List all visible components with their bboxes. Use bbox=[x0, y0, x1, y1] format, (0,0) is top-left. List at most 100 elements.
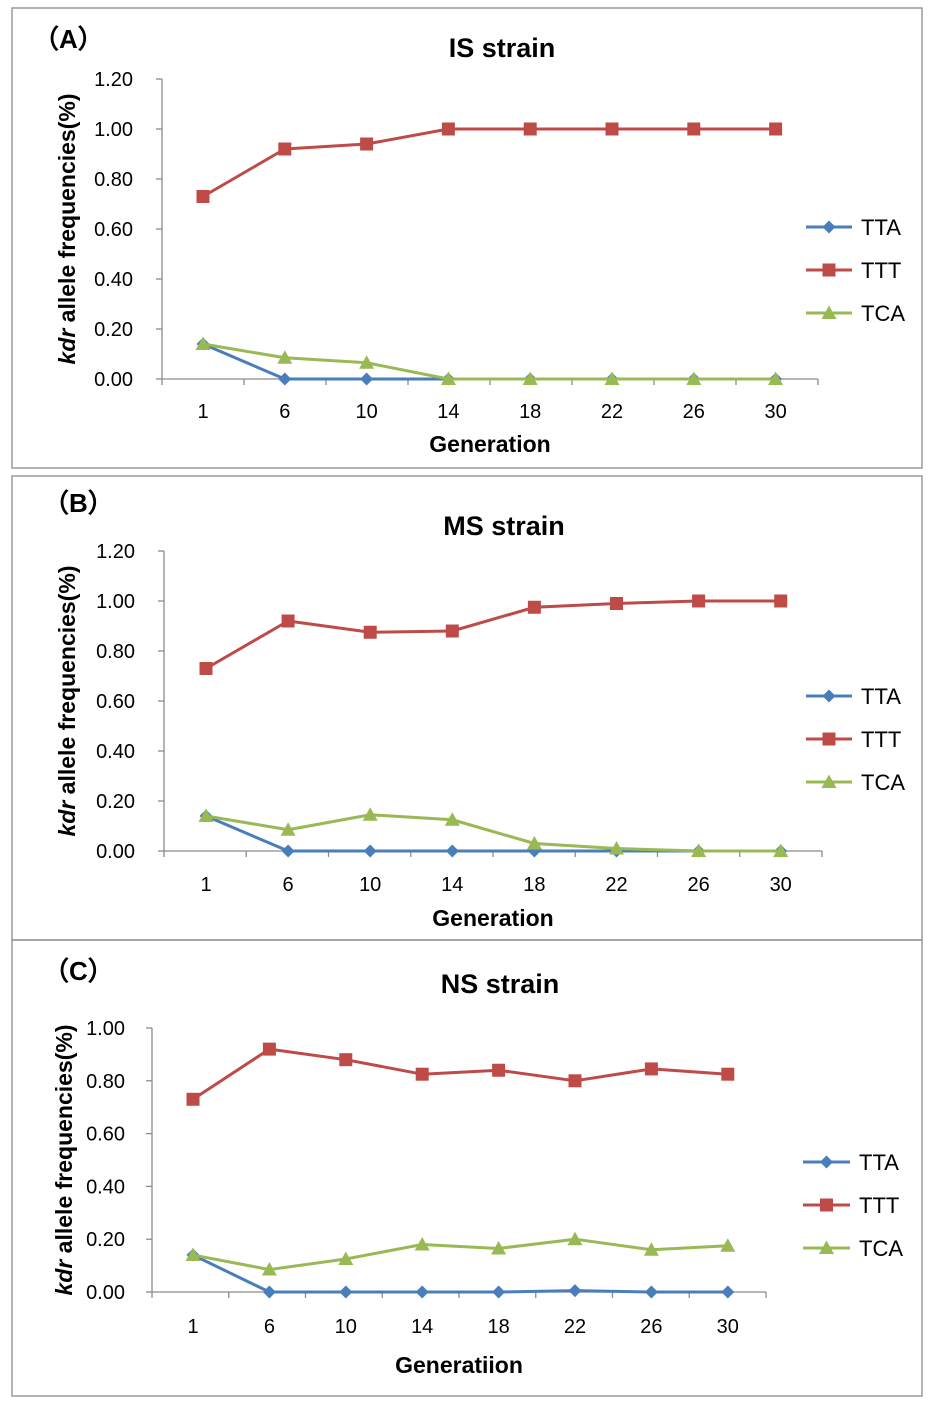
data-point-ttt bbox=[278, 142, 292, 156]
data-point-ttt bbox=[199, 662, 213, 675]
x-tick-label: 1 bbox=[200, 874, 211, 896]
x-tick-label: 26 bbox=[640, 1316, 662, 1338]
data-point-tca bbox=[261, 1262, 277, 1276]
y-axis-title: kdr allele frequencies(%) bbox=[54, 566, 80, 837]
y-tick-label: 0.20 bbox=[96, 791, 135, 813]
x-tick-label: 18 bbox=[523, 874, 545, 896]
data-point-tta bbox=[492, 1285, 506, 1299]
data-point-tca bbox=[768, 371, 784, 385]
legend-label: TCA bbox=[861, 301, 905, 326]
y-tick-label: 0.00 bbox=[86, 1282, 125, 1304]
data-point-ttt bbox=[339, 1053, 353, 1067]
series-ttt bbox=[196, 122, 783, 203]
legend-item-tca: TCA bbox=[806, 770, 905, 795]
x-tick-label: 10 bbox=[359, 874, 381, 896]
data-point-tca bbox=[522, 371, 538, 385]
x-tick-label: 18 bbox=[487, 1316, 509, 1338]
data-point-tca bbox=[720, 1238, 736, 1252]
x-tick-label: 1 bbox=[197, 401, 208, 423]
data-point-ttt bbox=[687, 122, 701, 136]
data-point-ttt bbox=[774, 594, 788, 608]
y-tick-label: 0.20 bbox=[86, 1229, 125, 1251]
data-point-tta bbox=[278, 372, 292, 386]
chart-title: MS strain bbox=[443, 511, 565, 541]
legend-label: TTT bbox=[859, 1193, 899, 1218]
y-tick-label: 1.00 bbox=[86, 1018, 125, 1040]
legend-label: TTA bbox=[861, 215, 901, 240]
series-line-ttt bbox=[205, 599, 781, 670]
y-tick-label: 0.40 bbox=[94, 269, 133, 291]
data-point-tta bbox=[262, 1285, 276, 1299]
x-tick-label: 26 bbox=[687, 874, 709, 896]
data-point-ttt bbox=[281, 614, 295, 628]
data-point-ttt bbox=[527, 600, 541, 614]
data-point-ttt bbox=[721, 1067, 735, 1081]
legend-item-ttt: TTT bbox=[806, 258, 901, 283]
legend-marker bbox=[820, 1198, 833, 1212]
legend-item-tca: TCA bbox=[803, 1236, 903, 1261]
data-point-tca bbox=[643, 1242, 659, 1256]
y-tick-label: 1.00 bbox=[94, 119, 133, 141]
legend-item-ttt: TTT bbox=[803, 1193, 899, 1218]
data-point-tca bbox=[362, 807, 378, 821]
chart-panel-b: （B） MS strain 0.00 0.20 0.40 0.60 0.80 1.00 1.20… bbox=[11, 475, 923, 941]
y-tick-label: 1.20 bbox=[94, 69, 133, 91]
y-axis-title: kdr allele frequencies(%) bbox=[54, 94, 80, 365]
series-ttt bbox=[186, 1042, 735, 1106]
chart-title: NS strain bbox=[441, 969, 560, 999]
y-tick-label: 1.00 bbox=[96, 591, 135, 613]
data-point-tca bbox=[773, 843, 789, 857]
legend-label: TTT bbox=[861, 727, 901, 752]
series-tca bbox=[198, 807, 789, 857]
y-tick-label: 0.00 bbox=[96, 841, 135, 863]
legend-label: TTA bbox=[861, 684, 901, 709]
data-point-tta bbox=[644, 1285, 658, 1299]
legend-marker bbox=[820, 1155, 833, 1169]
data-point-ttt bbox=[610, 597, 623, 610]
data-point-ttt bbox=[644, 1062, 658, 1076]
data-point-tta bbox=[360, 372, 374, 386]
legend-marker bbox=[822, 732, 836, 746]
x-tick-label: 14 bbox=[441, 874, 463, 896]
legend-item-tta: TTA bbox=[806, 684, 901, 709]
panel-label: （C） bbox=[43, 956, 114, 986]
x-tick-label: 22 bbox=[564, 1316, 586, 1338]
data-point-tca bbox=[609, 841, 624, 855]
data-point-tca bbox=[691, 843, 707, 857]
y-tick-label: 0.80 bbox=[96, 641, 135, 663]
panel-border bbox=[11, 7, 923, 469]
data-point-ttt bbox=[262, 1042, 276, 1056]
x-tick-label: 14 bbox=[411, 1316, 433, 1338]
data-point-ttt bbox=[605, 122, 619, 136]
y-tick-label: 0.80 bbox=[86, 1071, 125, 1093]
x-tick-label: 22 bbox=[605, 874, 627, 896]
y-tick-label: 1.20 bbox=[96, 541, 135, 563]
y-tick-label: 0.20 bbox=[94, 319, 133, 341]
data-point-tca bbox=[195, 336, 211, 350]
panel-border bbox=[11, 939, 923, 1397]
x-axis-title: Generation bbox=[429, 431, 550, 457]
data-point-tca bbox=[491, 1240, 507, 1255]
data-point-ttt bbox=[186, 1092, 200, 1106]
data-point-ttt bbox=[415, 1067, 429, 1081]
legend-label: TCA bbox=[859, 1236, 903, 1261]
chart-panel-a: （A） IS strain 0.00 0.20 0.40 0.60 0.80 1.00 1.20… bbox=[11, 7, 923, 469]
series-ttt bbox=[199, 594, 788, 675]
data-point-ttt bbox=[523, 122, 537, 136]
data-point-tca bbox=[526, 836, 542, 850]
legend-label: TTA bbox=[859, 1150, 899, 1175]
data-point-tca bbox=[414, 1236, 430, 1251]
y-axis-title-italic: kdr bbox=[54, 800, 80, 837]
y-tick-label: 0.40 bbox=[86, 1176, 125, 1198]
data-point-ttt bbox=[360, 137, 374, 151]
data-point-ttt bbox=[769, 122, 783, 136]
x-tick-label: 30 bbox=[764, 401, 786, 423]
y-axis-title-rest: allele frequencies(%) bbox=[54, 566, 80, 801]
y-tick-label: 0.60 bbox=[86, 1124, 125, 1146]
data-point-tta bbox=[568, 1284, 582, 1298]
series-line-tca bbox=[205, 813, 781, 853]
x-tick-label: 22 bbox=[601, 401, 623, 423]
panel-label: （A） bbox=[33, 24, 104, 54]
legend-marker bbox=[822, 263, 836, 277]
